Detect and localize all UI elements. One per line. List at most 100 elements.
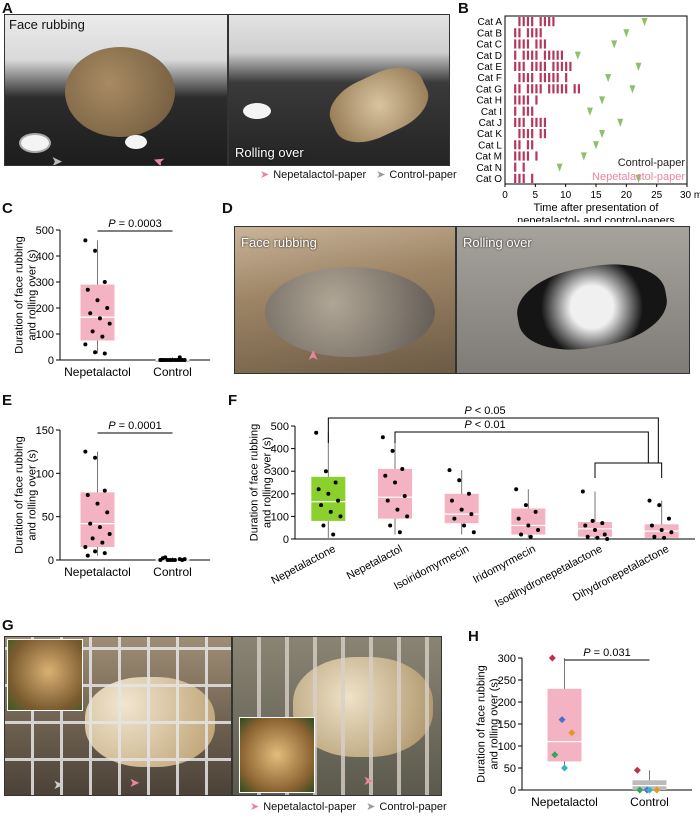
cat-label: Cat O <box>476 174 502 185</box>
behavior-bar <box>543 50 547 60</box>
y-axis-label-line1: Duration of face rubbing <box>14 236 26 353</box>
behavior-bar <box>543 73 547 83</box>
behavior-bar <box>518 151 521 161</box>
control-paper-disc-2 <box>243 103 271 119</box>
data-point <box>649 523 654 528</box>
data-point <box>516 516 521 521</box>
behavior-bar <box>514 106 517 116</box>
data-point <box>519 532 524 537</box>
behavior-bar <box>535 28 538 38</box>
behavior-bar <box>514 140 517 150</box>
y-tick-label: 300 <box>36 277 54 289</box>
y-axis-label: Duration of face rubbingand rolling over… <box>14 236 39 353</box>
box <box>311 476 346 521</box>
data-point <box>390 448 395 453</box>
data-point <box>558 716 566 724</box>
panel-label-c: C <box>2 200 13 217</box>
y-tick-label: 50 <box>42 512 54 524</box>
y-tick-label: 300 <box>498 653 516 665</box>
behavior-bar <box>543 117 547 127</box>
y-axis-label-line2: and rolling over (s) <box>26 449 38 540</box>
behavior-bar <box>522 39 525 49</box>
data-point <box>595 535 600 540</box>
cat-label: Cat M <box>475 152 502 163</box>
data-point <box>333 480 338 485</box>
data-point <box>328 509 333 514</box>
cat-label: Cat B <box>477 28 502 39</box>
data-point <box>561 764 568 772</box>
control-paper-marker <box>593 141 599 150</box>
data-point <box>97 525 102 530</box>
cat-label: Cat N <box>476 163 502 174</box>
y-tick-label: 150 <box>36 425 54 437</box>
x-tick-label: 25 <box>651 190 663 201</box>
nepetalactol-paper-disc <box>125 135 147 149</box>
cat-body-shape <box>65 47 175 137</box>
behavior-bar <box>522 117 525 127</box>
y-tick-label: 100 <box>36 468 54 480</box>
control-arrow-icon: ➤ <box>366 801 376 813</box>
behavior-bar <box>522 151 525 161</box>
behavior-bar <box>548 73 551 83</box>
cat-label: Cat K <box>477 129 502 140</box>
x-tick-label: Nepetalactol <box>64 565 131 579</box>
y-tick-label: 100 <box>271 511 289 523</box>
data-point <box>653 786 661 794</box>
behavior-bar <box>552 84 555 94</box>
cat-label: Cat G <box>476 84 502 95</box>
y-axis-label: Duration of face rubbingand rolling over… <box>249 424 274 541</box>
behavior-bar <box>522 106 525 116</box>
behavior-bar <box>560 61 564 71</box>
control-paper-marker <box>586 107 593 116</box>
behavior-bar <box>535 117 538 127</box>
y-axis-label-line1: Duration of face rubbing <box>249 424 261 541</box>
behavior-bar <box>531 61 534 71</box>
box <box>378 468 412 519</box>
data-point <box>523 503 528 508</box>
data-point <box>102 488 107 493</box>
y-axis-label: Duration of face rubbingand rolling over… <box>14 436 39 553</box>
data-point <box>400 466 405 471</box>
behavior-bar <box>514 39 517 49</box>
behavior-bar <box>518 129 521 139</box>
behavior-bar <box>539 129 542 139</box>
data-point <box>462 523 467 528</box>
behavior-bar <box>514 95 517 105</box>
behavior-bar <box>526 151 530 161</box>
cat-rolling-shape <box>321 56 437 154</box>
behavior-bar <box>514 162 517 172</box>
nepetalactol-arrow-icon: ➤ <box>260 169 270 181</box>
behavior-bar <box>518 28 521 38</box>
data-point <box>175 358 180 362</box>
behavior-bar <box>522 17 525 27</box>
data-point <box>605 537 610 541</box>
data-point <box>568 729 576 737</box>
behavior-bar <box>522 73 525 83</box>
y-tick-label: 400 <box>271 444 289 456</box>
behavior-bar <box>514 28 517 38</box>
data-point <box>93 248 98 253</box>
y-tick-label: 300 <box>271 466 289 478</box>
behavior-bar <box>560 84 564 94</box>
x-tick-label: Iridomyrmecin <box>471 543 538 586</box>
data-point <box>514 487 519 492</box>
data-point <box>405 514 410 519</box>
x-axis-label-line2: nepetalactol- and control-papers <box>517 215 675 222</box>
data-point <box>551 751 559 759</box>
panel-label-d: D <box>222 200 233 217</box>
photo-d-rolling-over: Rolling over <box>456 226 690 374</box>
y-axis-label-line2: and rolling over (s) <box>261 437 273 528</box>
behavior-bar <box>518 95 521 105</box>
data-point <box>160 358 165 362</box>
legend-nepetalactol: Nepetalactol-paper <box>592 171 685 183</box>
control-paper-marker <box>605 74 612 83</box>
behavior-bar <box>577 84 580 94</box>
d-face-rubbing-caption: Face rubbing <box>241 235 317 250</box>
p-value-text: = 0.0001 <box>116 420 162 432</box>
behavior-bar <box>531 17 534 27</box>
behavior-bar <box>535 39 538 49</box>
data-point <box>97 316 102 321</box>
